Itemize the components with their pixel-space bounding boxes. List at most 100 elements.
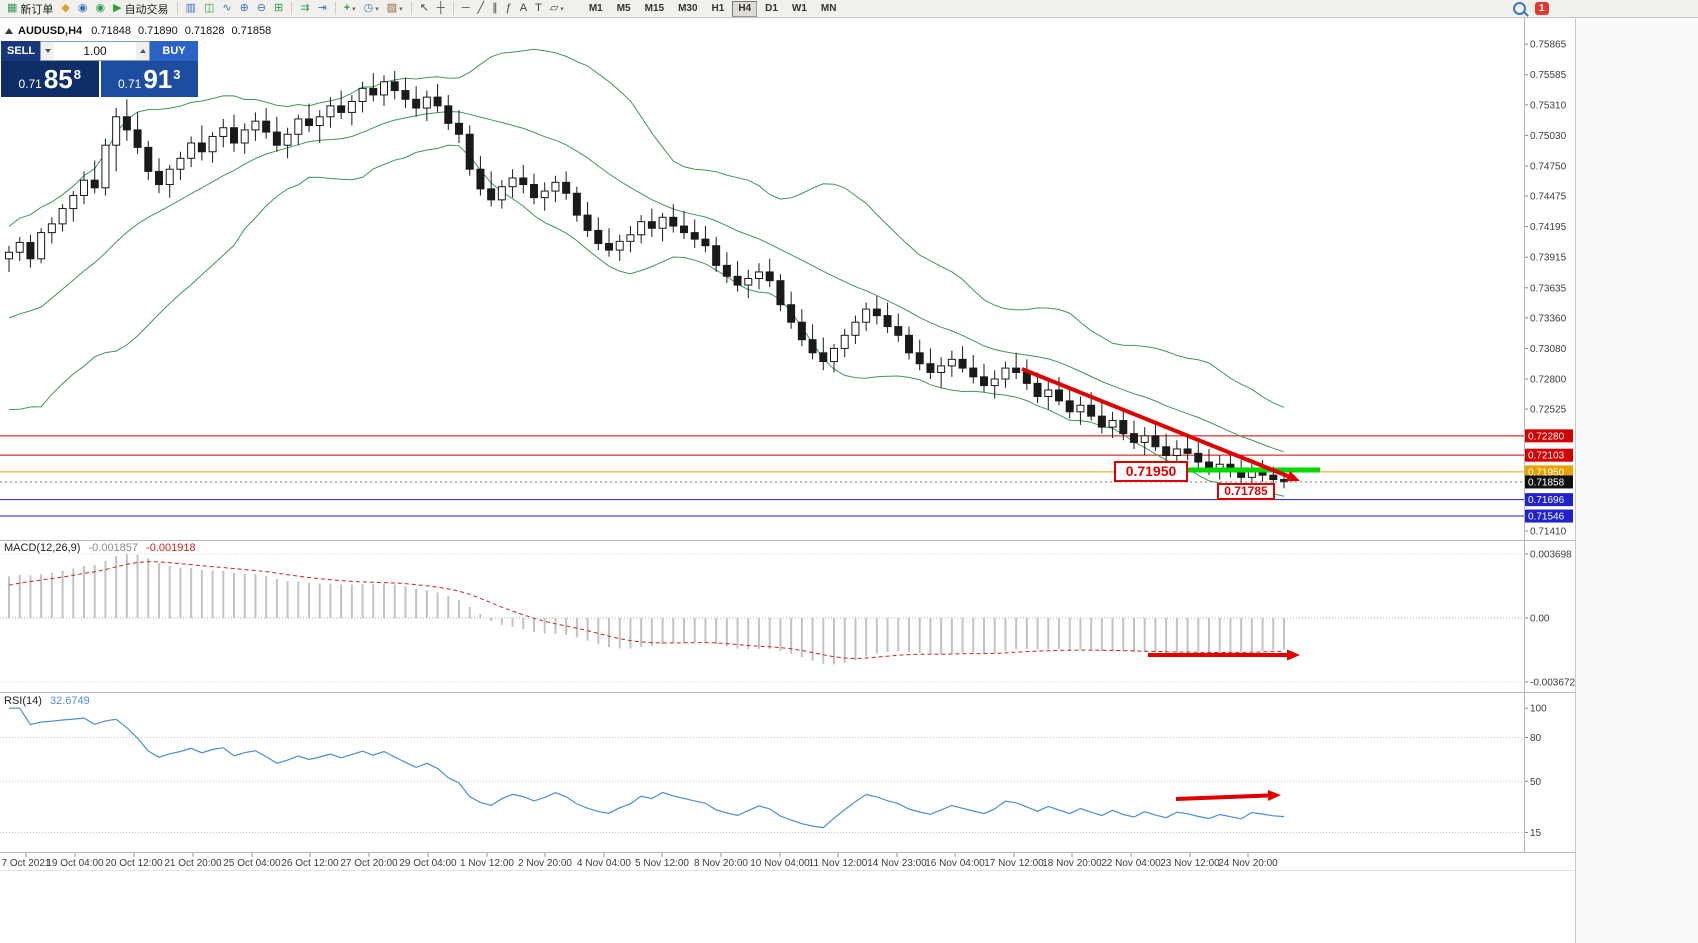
svg-text:4 Nov 04:00: 4 Nov 04:00 [577, 858, 631, 869]
templates-button[interactable]: ▨ ▾ [384, 1, 406, 17]
community-button[interactable]: ◉ [75, 1, 91, 17]
cursor-button[interactable]: ↖ [417, 1, 432, 17]
candlestick-chart-button[interactable]: ◫ [201, 1, 217, 17]
timeframe-m15[interactable]: M15 [639, 1, 670, 17]
shapes-button[interactable]: ▱ ▾ [547, 1, 567, 17]
metaeditor-icon: ◆ [61, 2, 70, 14]
ohlc-close: 0.71858 [231, 25, 272, 37]
autotrading-icon: ▶ [113, 2, 122, 14]
sell-price-point: 8 [73, 67, 81, 82]
rsi-value: 32.6749 [49, 695, 90, 707]
text-label-button[interactable]: T [532, 1, 545, 17]
timeframe-w1[interactable]: W1 [786, 1, 813, 17]
svg-text:27 Oct 20:00: 27 Oct 20:00 [340, 858, 398, 869]
timeframe-m30[interactable]: M30 [672, 1, 703, 17]
fibonacci-button[interactable]: ƒ [503, 1, 515, 17]
svg-text:22 Nov 04:00: 22 Nov 04:00 [1101, 858, 1161, 869]
symbol-name: AUDUSD,H4 [18, 25, 83, 37]
timeframe-h4[interactable]: H4 [732, 0, 758, 17]
trendline-button[interactable]: ╱ [475, 1, 488, 17]
toolbar: ▦ 新订单 ◆ ◉ ◉ ▶ 自动交易 ▥ ◫ ∿ ⊕ ⊖ ⊞ ⇉ ⇥ + ▾ ◷ ▾ ▨ ▾ ↖ ┼ ─ ╱ ∥ ƒ A T ▱ ▾ M1 M… [0, 0, 1698, 18]
svg-text:29 Oct 04:00: 29 Oct 04:00 [399, 858, 457, 869]
indicators-button[interactable]: + ▾ [341, 1, 359, 17]
volume-decrease-button[interactable] [41, 42, 54, 60]
svg-text:8 Nov 20:00: 8 Nov 20:00 [694, 858, 748, 869]
toolbar-icon-groups: ▦ 新订单 ◆ ◉ ◉ ▶ 自动交易 ▥ ◫ ∿ ⊕ ⊖ ⊞ ⇉ ⇥ + ▾ ◷ ▾ ▨ ▾ ↖ ┼ ─ ╱ ∥ ƒ A T ▱ ▾ [3, 1, 568, 17]
zoom-out-button[interactable]: ⊖ [254, 1, 269, 17]
metaeditor-button[interactable]: ◆ [58, 1, 72, 17]
svg-text:0.75030: 0.75030 [1530, 131, 1567, 142]
svg-text:24 Nov 20:00: 24 Nov 20:00 [1218, 858, 1278, 869]
svg-text:0.00: 0.00 [1530, 614, 1550, 625]
new-order-icon: ▦ [7, 2, 18, 14]
svg-text:0.71696: 0.71696 [1528, 495, 1565, 506]
macd-main-value: -0.001857 [88, 542, 139, 554]
chart-shift-button[interactable]: ⇥ [314, 1, 329, 17]
volume-field: 1.00 [40, 41, 150, 61]
tile-windows-icon: ⊞ [274, 2, 284, 14]
bar-chart-button[interactable]: ▥ [183, 1, 199, 17]
ohl-high: 0.71890 [137, 25, 178, 37]
downtrend-arrow[interactable] [1021, 367, 1300, 482]
svg-text:10 Nov 04:00: 10 Nov 04:00 [750, 858, 810, 869]
dropdown-caret-icon: ▾ [560, 5, 564, 13]
autotrading-button[interactable]: ▶ 自动交易 [110, 1, 171, 17]
candlestick-series [5, 70, 1288, 489]
rsi-flat-arrow[interactable] [1175, 790, 1281, 801]
chart-annotations[interactable] [1021, 367, 1320, 482]
timeframe-d1[interactable]: D1 [759, 1, 784, 17]
one-click-collapse-button[interactable] [5, 28, 13, 34]
svg-text:100: 100 [1530, 704, 1547, 715]
auto-scroll-button[interactable]: ⇉ [297, 1, 312, 17]
volume-increase-button[interactable] [136, 42, 149, 60]
sell-price-pips: 85 [43, 64, 73, 94]
buy-button[interactable]: BUY [150, 41, 198, 61]
equidistant-channel-button[interactable]: ∥ [489, 1, 501, 17]
text-button[interactable]: A [517, 1, 530, 17]
svg-text:0.74475: 0.74475 [1530, 192, 1567, 203]
sell-price-display[interactable]: 0.71 85 8 [1, 61, 99, 97]
svg-text:0.73360: 0.73360 [1530, 313, 1567, 324]
sell-button[interactable]: SELL [1, 41, 40, 61]
horizontal-line-button[interactable]: ─ [459, 1, 473, 17]
new-order-button[interactable]: ▦ 新订单 [4, 1, 56, 17]
rsi-indicator-panel: 100 80 50 15 [0, 704, 1547, 839]
rsi-label: RSI(14) 32.6749 [4, 695, 90, 707]
macd-label: MACD(12,26,9) -0.001857 -0.001918 [4, 542, 196, 554]
line-chart-button[interactable]: ∿ [219, 1, 234, 17]
tile-windows-button[interactable]: ⊞ [271, 1, 286, 17]
bar-chart-icon: ▥ [185, 2, 196, 14]
volume-input[interactable]: 1.00 [83, 44, 107, 58]
window-background [0, 18, 1698, 943]
timeframe-mn[interactable]: MN [815, 1, 843, 17]
timeframe-m1[interactable]: M1 [583, 1, 609, 17]
text-label-icon: T [535, 2, 542, 14]
alerts-button[interactable]: ◉ [92, 1, 108, 17]
price-scale[interactable]: 0.75865 0.75585 0.75310 0.75030 0.74750 0.744… [1524, 40, 1573, 538]
periods-button[interactable]: ◷ ▾ [361, 1, 382, 17]
svg-text:25 Oct 04:00: 25 Oct 04:00 [223, 858, 281, 869]
crosshair-button[interactable]: ┼ [434, 1, 448, 17]
alerts-icon: ◉ [95, 2, 106, 14]
price-callout[interactable]: 0.71785 [1217, 483, 1275, 500]
search-icon[interactable] [1513, 2, 1526, 15]
buy-price-display[interactable]: 0.71 91 3 [100, 61, 198, 97]
zoom-in-button[interactable]: ⊕ [237, 1, 252, 17]
notification-badge[interactable]: 1 [1535, 2, 1549, 15]
svg-text:0.71950: 0.71950 [1528, 467, 1565, 478]
svg-text:-0.003672: -0.003672 [1530, 678, 1575, 689]
svg-text:0.74195: 0.74195 [1530, 222, 1567, 233]
timeframe-h1[interactable]: H1 [706, 1, 731, 17]
svg-text:23 Nov 12:00: 23 Nov 12:00 [1160, 858, 1220, 869]
price-callout[interactable]: 0.71950 [1114, 461, 1188, 482]
macd-flat-arrow[interactable] [1148, 649, 1300, 661]
svg-text:7 Oct 2021: 7 Oct 2021 [2, 858, 51, 869]
timeframe-m5[interactable]: M5 [611, 1, 637, 17]
buy-price-base: 0.71 [117, 77, 142, 91]
svg-text:18 Nov 20:00: 18 Nov 20:00 [1042, 858, 1102, 869]
dropdown-caret-icon: ▾ [352, 5, 356, 13]
svg-text:0.74750: 0.74750 [1530, 161, 1567, 172]
buy-price-pips: 91 [143, 64, 173, 94]
